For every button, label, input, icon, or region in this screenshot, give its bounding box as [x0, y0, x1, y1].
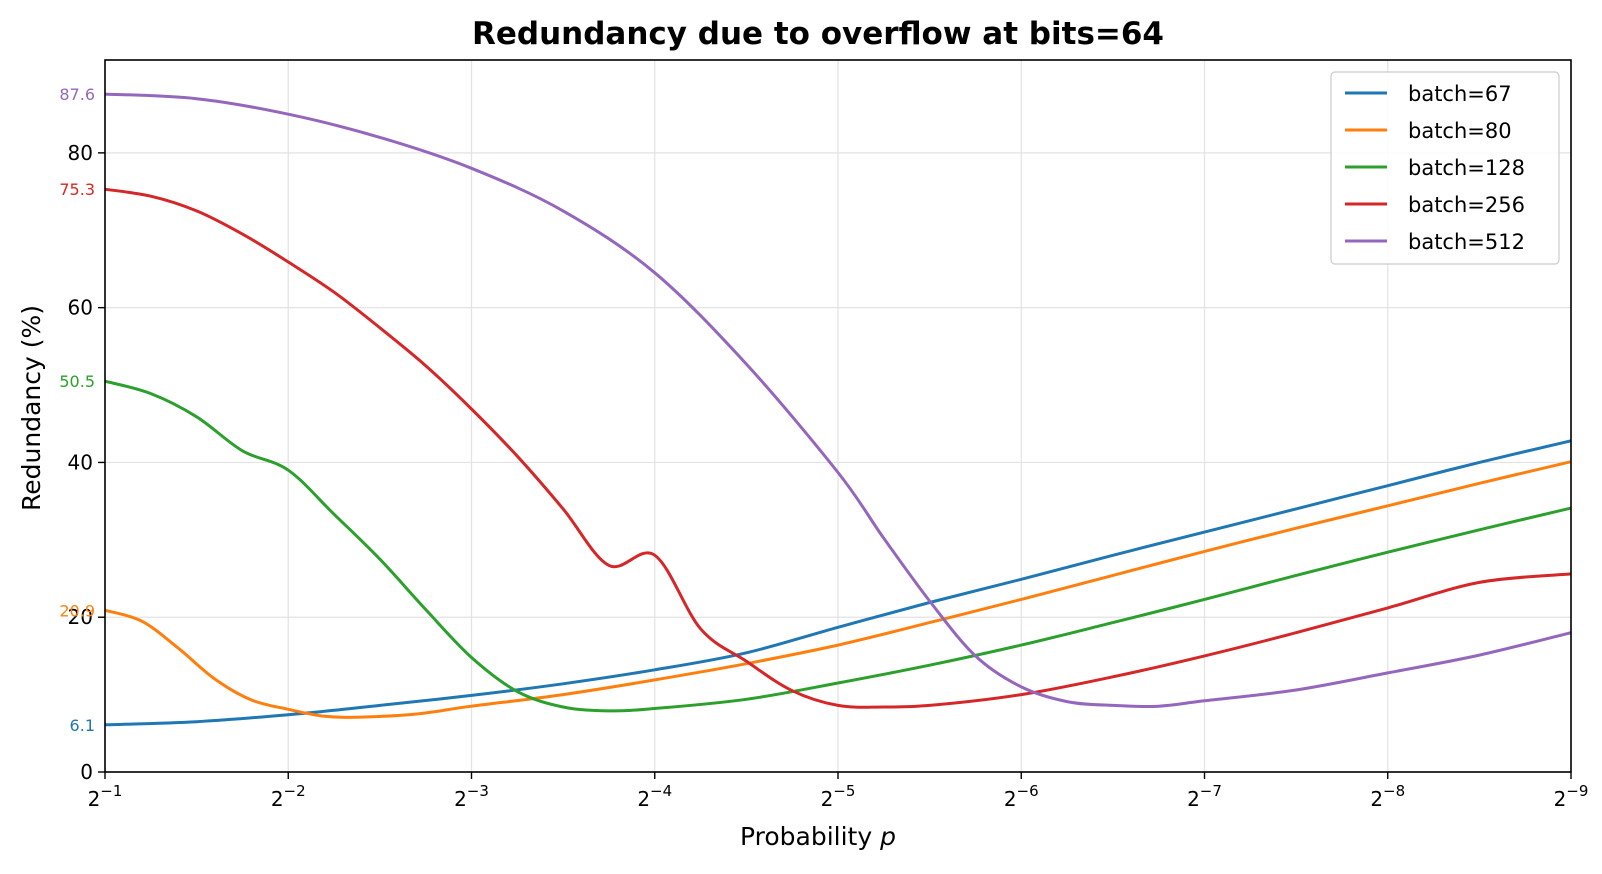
x-axis-label-variable: p — [879, 822, 896, 851]
x-tick-label: 2−9 — [1554, 782, 1589, 811]
series-start-label: 6.1 — [70, 716, 95, 735]
y-axis-label: Redundancy (%) — [17, 305, 46, 511]
series-start-label: 50.5 — [59, 372, 95, 391]
x-tick-label: 2−5 — [821, 782, 856, 811]
x-axis-label-text: Probability — [740, 822, 880, 851]
series-line-2 — [104, 379, 1572, 713]
y-axis-ticks: 0 20 40 60 80 — [68, 141, 105, 784]
x-tick-label: 2−7 — [1187, 782, 1222, 811]
legend-entry-label: batch=512 — [1408, 230, 1525, 254]
y-tick-label: 80 — [68, 141, 93, 165]
legend-entry-label: batch=67 — [1408, 82, 1512, 106]
legend: batch=67 batch=80 batch=128 batch=256 batch=… — [1330, 71, 1560, 265]
series-start-label: 75.3 — [59, 180, 95, 199]
x-tick-label: 2−6 — [1004, 782, 1039, 811]
x-tick-label: 2−8 — [1370, 782, 1405, 811]
x-tick-label: 2−2 — [271, 782, 306, 811]
legend-entry-label: batch=128 — [1408, 156, 1525, 180]
series-line-3 — [104, 187, 1572, 709]
series-start-labels: 6.1 20.9 50.5 75.3 87.6 — [59, 85, 95, 735]
y-tick-label: 0 — [80, 760, 93, 784]
x-axis-ticks: 2−1 2−2 2−3 2−4 2−5 2−6 2−7 2−8 2−9 — [88, 772, 1589, 811]
series-lines — [104, 92, 1572, 727]
legend-entry-label: batch=80 — [1408, 119, 1512, 143]
series-start-label: 20.9 — [59, 601, 95, 620]
series-line-4 — [104, 92, 1572, 709]
legend-entry-label: batch=256 — [1408, 193, 1525, 217]
legend-box — [1330, 71, 1560, 265]
x-tick-label: 2−1 — [88, 782, 123, 811]
y-tick-label: 60 — [68, 296, 93, 320]
series-start-label: 87.6 — [59, 85, 95, 104]
y-tick-label: 20 — [68, 605, 93, 629]
x-tick-label: 2−3 — [454, 782, 489, 811]
series-line-1 — [104, 460, 1572, 719]
x-tick-label: 2−4 — [637, 782, 672, 811]
y-tick-label: 40 — [68, 450, 93, 474]
x-axis-label: Probability p — [740, 822, 896, 851]
series-line-0 — [104, 439, 1572, 727]
chart-title: Redundancy due to overflow at bits=64 — [472, 16, 1164, 52]
